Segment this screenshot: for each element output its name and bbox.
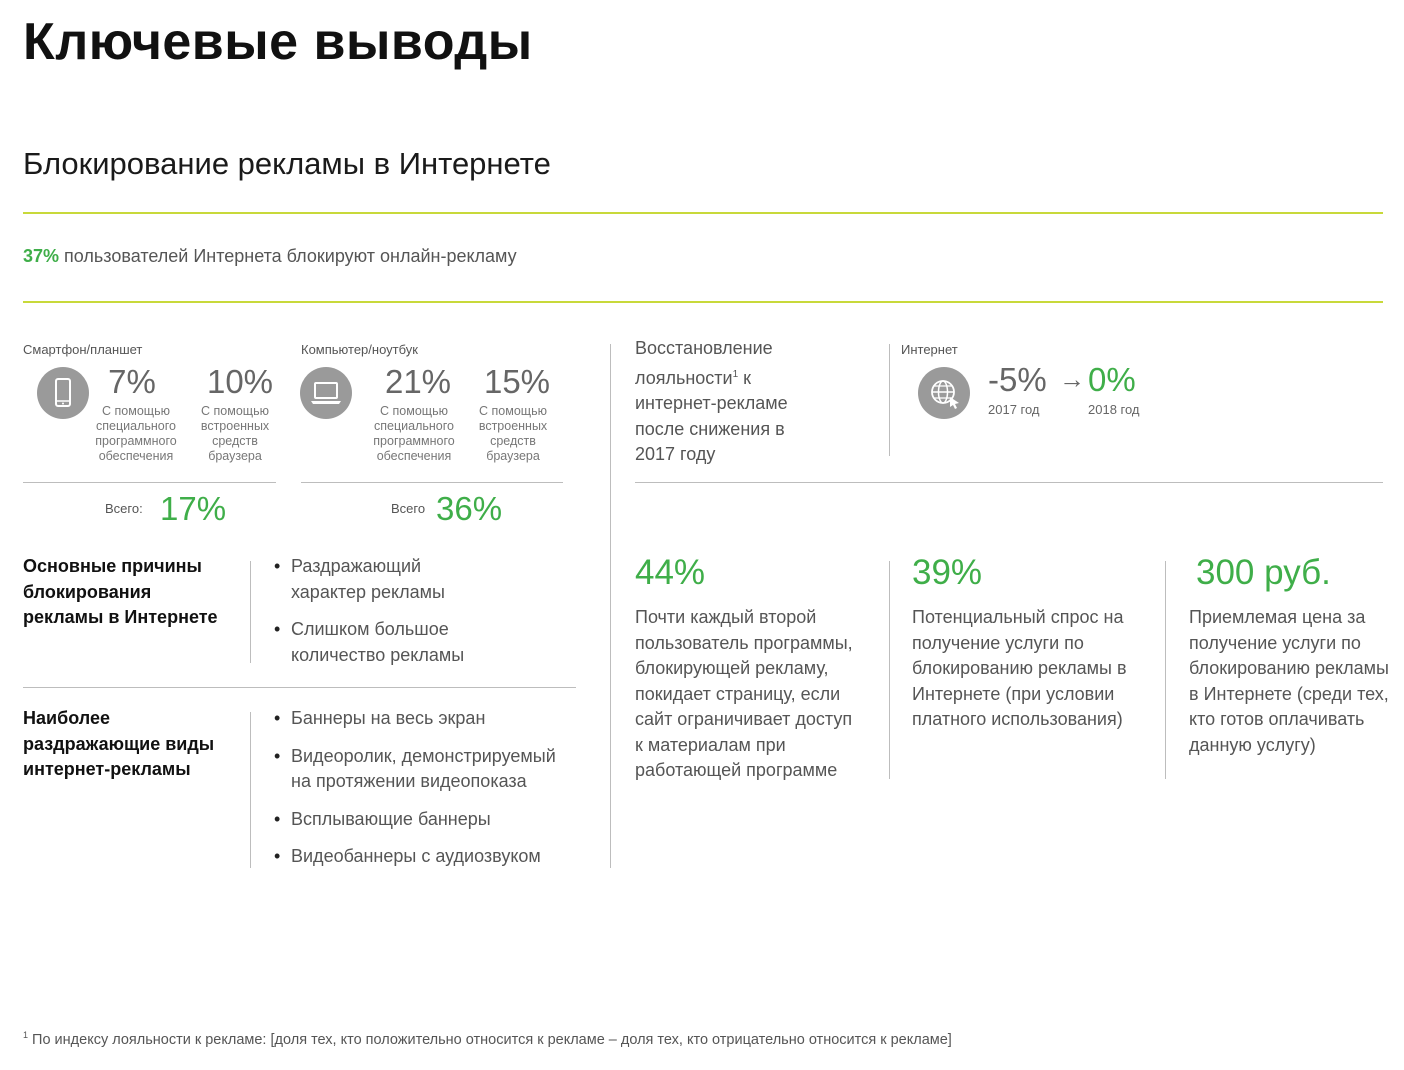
footnote: 1 По индексу лояльности к рекламе: [доля… xyxy=(23,1030,952,1048)
footnote-ref: 1 xyxy=(732,368,739,380)
globe-icon xyxy=(918,367,970,419)
total-value-laptop: 36% xyxy=(436,490,503,527)
list-item: Видеоролик, демонстрируемый на протяжени… xyxy=(274,744,571,795)
recovery-text: Восстановление лояльности1 к интернет-ре… xyxy=(635,336,825,468)
list-item: Всплывающие баннеры xyxy=(274,807,574,833)
divider xyxy=(23,687,576,688)
divider xyxy=(250,712,251,868)
total-label: Всего: xyxy=(105,501,143,516)
divider xyxy=(250,561,251,663)
divider xyxy=(23,212,1383,214)
page-title: Ключевые выводы xyxy=(23,13,533,71)
laptop-icon xyxy=(300,367,352,419)
divider xyxy=(1165,561,1166,779)
device-label-smartphone: Смартфон/планшет xyxy=(23,342,143,357)
divider xyxy=(635,482,1383,483)
footnote-text: По индексу лояльности к рекламе: [доля т… xyxy=(28,1031,952,1048)
internet-to-year: 2018 год xyxy=(1088,402,1140,417)
list-item: Раздражающий характер рекламы xyxy=(274,554,474,605)
device-label-laptop: Компьютер/ноутбук xyxy=(301,342,418,357)
stat-value: 300 руб. xyxy=(1196,553,1331,592)
caption-laptop-software: С помощью специального программного обес… xyxy=(373,404,455,463)
headline-percent: 37% xyxy=(23,246,60,266)
divider xyxy=(889,561,890,779)
headline-text: пользователей Интернета блокируют онлайн… xyxy=(59,246,517,266)
caption-smartphone-browser: С помощью встроенных средств браузера xyxy=(200,404,270,463)
stat-smartphone-browser: 10% xyxy=(206,363,274,400)
caption-smartphone-software: С помощью специального программного обес… xyxy=(95,404,177,463)
total-label: Всего xyxy=(391,501,426,516)
stat-smartphone-software: 7% xyxy=(108,363,156,400)
headline: 37% пользователей Интернета блокируют он… xyxy=(23,246,517,267)
arrow-right-icon: → xyxy=(1059,364,1085,394)
list-item: Видеобаннеры с аудиозвуком xyxy=(274,844,574,870)
divider xyxy=(889,344,890,456)
reasons-list: Раздражающий характер рекламы Слишком бо… xyxy=(274,554,474,668)
column-divider xyxy=(610,344,611,868)
stat-text: Приемлемая цена за получение услуги по б… xyxy=(1189,607,1389,755)
stat-laptop-software: 21% xyxy=(384,363,452,400)
smartphone-icon xyxy=(37,367,89,419)
reasons-title: Основные причины блокирования рекламы в … xyxy=(23,556,218,627)
annoying-list: Баннеры на весь экран Видеоролик, демонс… xyxy=(274,706,574,870)
annoying-title: Наиболее раздражающие виды интернет-рекл… xyxy=(23,708,215,779)
internet-from-value: -5% xyxy=(988,361,1047,398)
stat-laptop-browser: 15% xyxy=(483,363,551,400)
internet-from-year: 2017 год xyxy=(988,402,1040,417)
list-item: Баннеры на весь экран xyxy=(274,706,574,732)
stat-value: 39% xyxy=(912,553,983,592)
internet-label: Интернет xyxy=(901,342,958,357)
recovery-text-end: к интернет-рекламе после снижения в 2017… xyxy=(635,367,788,465)
recovery-text-start: Восстановление лояльности xyxy=(635,338,773,388)
stat-text: Почти каждый второй пользователь програм… xyxy=(635,607,853,780)
divider xyxy=(23,301,1383,303)
internet-to-value: 0% xyxy=(1088,361,1136,398)
list-item: Слишком большое количество рекламы xyxy=(274,617,474,668)
footnote-marker: 1 xyxy=(23,1030,29,1040)
section-title: Блокирование рекламы в Интернете xyxy=(23,146,551,181)
caption-laptop-browser: С помощью встроенных средств браузера xyxy=(478,404,548,463)
total-value-smartphone: 17% xyxy=(160,490,227,527)
stat-value: 44% xyxy=(635,553,706,592)
divider xyxy=(301,482,563,483)
stat-text: Потенциальный спрос на получение услуги … xyxy=(912,607,1127,729)
divider xyxy=(23,482,276,483)
